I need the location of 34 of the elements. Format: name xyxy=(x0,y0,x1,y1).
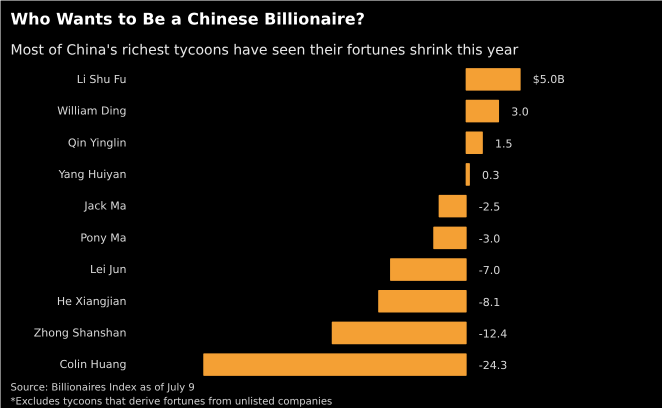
bar xyxy=(466,131,483,154)
y-tick-label: Qin Yinglin xyxy=(68,136,127,150)
chart-subtitle: Most of China's richest tycoons have seen their fortunes shrink this year xyxy=(10,42,518,58)
bar xyxy=(466,68,521,91)
data-label: 1.5 xyxy=(495,137,512,150)
data-label: 0.3 xyxy=(482,168,500,182)
bar xyxy=(466,100,500,122)
data-label: -8.1 xyxy=(478,296,500,309)
source-note: Source: Billionaires Index as of July 9 xyxy=(10,382,195,394)
data-label: -24.3 xyxy=(478,359,508,372)
data-label: -7.0 xyxy=(478,264,500,278)
y-tick-label: Zhong Shanshan xyxy=(34,326,127,340)
data-label: $5.0B xyxy=(532,72,565,86)
text: *Excludes tycoons that derive fortunes from unlisted companies xyxy=(10,396,332,408)
y-tick-label: Colin Huang xyxy=(60,358,127,372)
y-tick-label: Pony Ma xyxy=(80,231,127,244)
y-tick-label: Yang Huiyan xyxy=(58,168,127,181)
data-label: -3.0 xyxy=(478,232,500,246)
y-tick-label: Lei Jun xyxy=(90,263,127,276)
chart-title: Who Wants to Be a Chinese Billionaire? xyxy=(10,10,365,28)
bar xyxy=(390,258,467,281)
bar xyxy=(433,226,467,250)
bar xyxy=(203,353,467,376)
data-label: 3.0 xyxy=(511,106,529,119)
y-tick-label: He Xiangjian xyxy=(56,294,127,308)
bar xyxy=(378,290,467,313)
data-label: -2.5 xyxy=(478,200,500,214)
data-label: -12.4 xyxy=(478,327,508,340)
bar xyxy=(438,194,467,218)
bar xyxy=(466,163,470,186)
y-tick-label: Li Shu Fu xyxy=(76,72,127,86)
y-tick-label: Jack Ma xyxy=(83,200,127,213)
bar xyxy=(332,322,467,344)
y-tick-label: William Ding xyxy=(57,104,127,118)
